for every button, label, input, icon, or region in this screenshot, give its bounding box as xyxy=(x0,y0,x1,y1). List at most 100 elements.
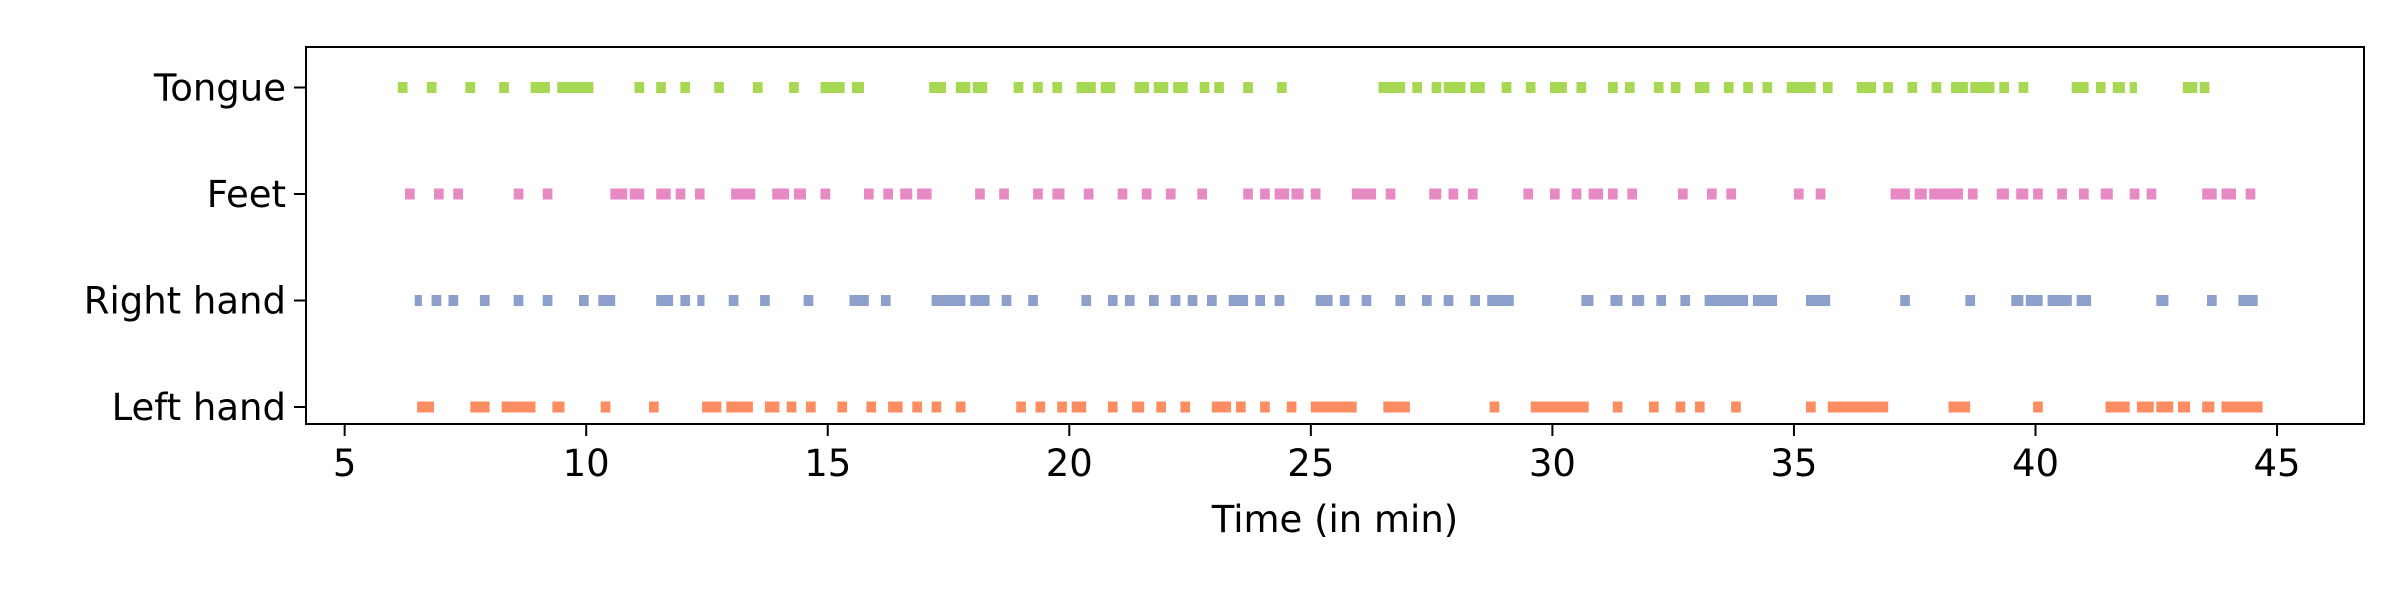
event-mark-left-hand xyxy=(552,401,565,413)
event-mark-tongue xyxy=(1076,82,1096,93)
event-mark-feet xyxy=(1914,188,1927,200)
event-mark-tongue xyxy=(752,82,763,93)
event-mark-left-hand xyxy=(1107,401,1118,413)
event-mark-right-hand xyxy=(1187,295,1198,306)
event-mark-left-hand xyxy=(931,401,942,413)
event-mark-left-hand xyxy=(1948,401,1971,413)
event-mark-left-hand xyxy=(1236,401,1246,413)
event-mark-feet xyxy=(1996,188,2009,200)
event-mark-tongue xyxy=(1173,82,1188,93)
event-mark-tongue xyxy=(1013,82,1024,93)
event-mark-right-hand xyxy=(479,295,490,306)
event-mark-feet xyxy=(1707,188,1717,200)
event-mark-tongue xyxy=(1576,82,1587,93)
event-mark-left-hand xyxy=(1016,401,1026,413)
event-mark-right-hand xyxy=(1470,295,1480,306)
event-mark-tongue xyxy=(789,82,799,93)
event-mark-feet xyxy=(1083,188,1094,200)
event-mark-tongue xyxy=(851,82,864,93)
event-mark-right-hand xyxy=(970,295,990,306)
event-mark-right-hand xyxy=(2156,295,2169,306)
event-mark-right-hand xyxy=(1487,295,1514,306)
event-mark-feet xyxy=(1608,188,1618,200)
event-mark-right-hand xyxy=(1107,295,1118,306)
event-mark-tongue xyxy=(1033,82,1043,93)
x-tick-label: 40 xyxy=(2012,442,2059,485)
event-mark-left-hand xyxy=(2221,401,2263,413)
event-mark-tongue xyxy=(530,82,550,93)
event-mark-right-hand xyxy=(803,295,814,306)
event-mark-tongue xyxy=(1670,82,1681,93)
event-mark-left-hand xyxy=(600,401,611,413)
event-mark-feet xyxy=(1448,188,1459,200)
event-mark-feet xyxy=(1310,188,1321,200)
event-mark-feet xyxy=(1588,188,1604,200)
event-mark-right-hand xyxy=(1632,295,1645,306)
event-mark-tongue xyxy=(714,82,724,93)
event-mark-right-hand xyxy=(1228,295,1248,306)
event-mark-right-hand xyxy=(2011,295,2024,306)
event-mark-tongue xyxy=(1470,82,1485,93)
event-mark-tongue xyxy=(1856,82,1876,93)
event-mark-right-hand xyxy=(1081,295,1092,306)
event-mark-feet xyxy=(1117,188,1128,200)
event-mark-left-hand xyxy=(1156,401,1166,413)
event-mark-feet xyxy=(2079,188,2089,200)
event-mark-left-hand xyxy=(1694,401,1705,413)
event-mark-right-hand xyxy=(680,295,691,306)
event-mark-left-hand xyxy=(1612,401,1623,413)
event-mark-right-hand xyxy=(579,295,589,306)
x-tick-label: 25 xyxy=(1287,442,1334,485)
event-mark-right-hand xyxy=(1274,295,1285,306)
event-mark-feet xyxy=(1967,188,1978,200)
event-mark-feet xyxy=(2057,188,2067,200)
event-mark-tongue xyxy=(465,82,476,93)
event-mark-tongue xyxy=(2112,82,2125,93)
event-mark-feet xyxy=(1550,188,1560,200)
event-mark-feet xyxy=(917,188,932,200)
event-mark-tongue xyxy=(1214,82,1224,93)
event-mark-right-hand xyxy=(1001,295,1012,306)
event-mark-feet xyxy=(629,188,645,200)
event-mark-feet xyxy=(1385,188,1396,200)
event-mark-left-hand xyxy=(1827,401,1889,413)
event-mark-right-hand xyxy=(728,295,739,306)
event-mark-tongue xyxy=(1743,82,1753,93)
event-mark-tongue xyxy=(1883,82,1893,93)
event-mark-tongue xyxy=(680,82,691,93)
y-tick-label: Left hand xyxy=(112,386,286,429)
plot-frame xyxy=(305,46,2365,425)
event-mark-right-hand xyxy=(1806,295,1831,306)
event-mark-right-hand xyxy=(448,295,459,306)
event-mark-right-hand xyxy=(1395,295,1406,306)
event-mark-tongue xyxy=(972,82,988,93)
event-mark-feet xyxy=(1260,188,1270,200)
event-mark-left-hand xyxy=(888,401,903,413)
event-mark-right-hand xyxy=(1361,295,1372,306)
event-mark-tongue xyxy=(1443,82,1466,93)
event-mark-feet xyxy=(453,188,463,200)
event-mark-feet xyxy=(2129,188,2140,200)
event-mark-feet xyxy=(542,188,553,200)
event-mark-feet xyxy=(1929,188,1963,200)
event-mark-left-hand xyxy=(2178,401,2191,413)
event-mark-tongue xyxy=(1822,82,1833,93)
event-mark-left-hand xyxy=(470,401,490,413)
event-mark-tongue xyxy=(2071,82,2089,93)
event-mark-feet xyxy=(656,188,671,200)
event-mark-tongue xyxy=(1412,82,1422,93)
event-mark-tongue xyxy=(1525,82,1536,93)
event-mark-feet xyxy=(610,188,628,200)
event-mark-tongue xyxy=(2182,82,2198,93)
event-mark-feet xyxy=(1429,188,1442,200)
event-mark-tongue xyxy=(1653,82,1664,93)
event-mark-left-hand xyxy=(1731,401,1741,413)
event-mark-tongue xyxy=(2129,82,2137,93)
event-mark-right-hand xyxy=(849,295,869,306)
event-mark-tongue xyxy=(2018,82,2029,93)
event-mark-right-hand xyxy=(880,295,891,306)
event-mark-left-hand xyxy=(1530,401,1589,413)
event-mark-feet xyxy=(2033,188,2043,200)
event-mark-tongue xyxy=(1277,82,1287,93)
event-mark-left-hand xyxy=(702,401,722,413)
